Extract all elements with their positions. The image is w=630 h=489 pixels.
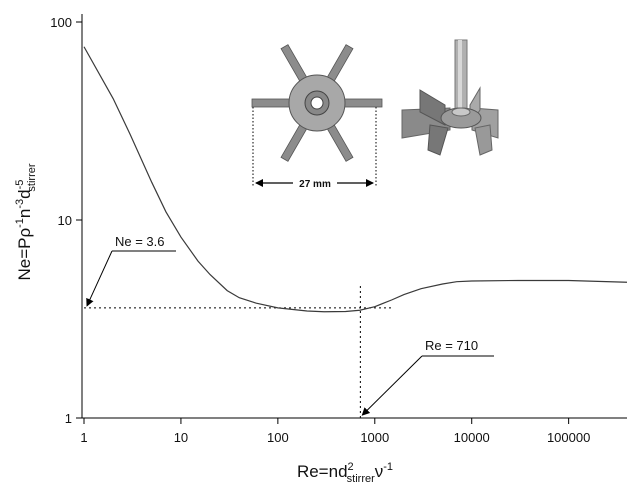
data-line	[84, 47, 627, 312]
impeller-3d-view	[402, 40, 498, 155]
label-part: Ne=Pρ	[15, 228, 34, 281]
x-tick-label: 100	[267, 430, 289, 445]
y-axis-label: Ne=Pρ-1n-3d-5stirrer	[14, 163, 38, 280]
label-part: -5	[14, 180, 26, 190]
chart: 27 mm Ne=Pρ-1n-3d-5stirrer Re=nd2stirrer…	[0, 0, 630, 489]
annotation-arrow	[87, 251, 112, 306]
annotation-arrow	[362, 356, 422, 415]
label-part: 2	[348, 461, 354, 473]
y-tick-label: 1	[65, 411, 72, 426]
annotation: Re = 710	[425, 338, 478, 353]
x-tick-label: 10000	[454, 430, 490, 445]
y-tick-label: 100	[50, 15, 72, 30]
x-tick-label: 10	[174, 430, 188, 445]
x-tick-label: 1	[80, 430, 87, 445]
x-tick-label: 1000	[360, 430, 389, 445]
annotation: Ne = 3.6	[115, 234, 165, 249]
impeller-top-view	[252, 45, 382, 186]
label-part: -1	[383, 461, 393, 473]
x-tick-label: 100000	[547, 430, 590, 445]
label-part: -1	[14, 218, 26, 228]
label-part: stirrer	[347, 473, 375, 485]
label-part: stirrer	[26, 163, 38, 191]
y-tick-label: 10	[58, 213, 72, 228]
label-part: n	[15, 209, 34, 218]
label-part: ν	[375, 462, 384, 481]
diagram-label: 27 mm	[299, 179, 331, 190]
label-part: Re=nd	[297, 462, 348, 481]
label-part: -3	[14, 199, 26, 209]
